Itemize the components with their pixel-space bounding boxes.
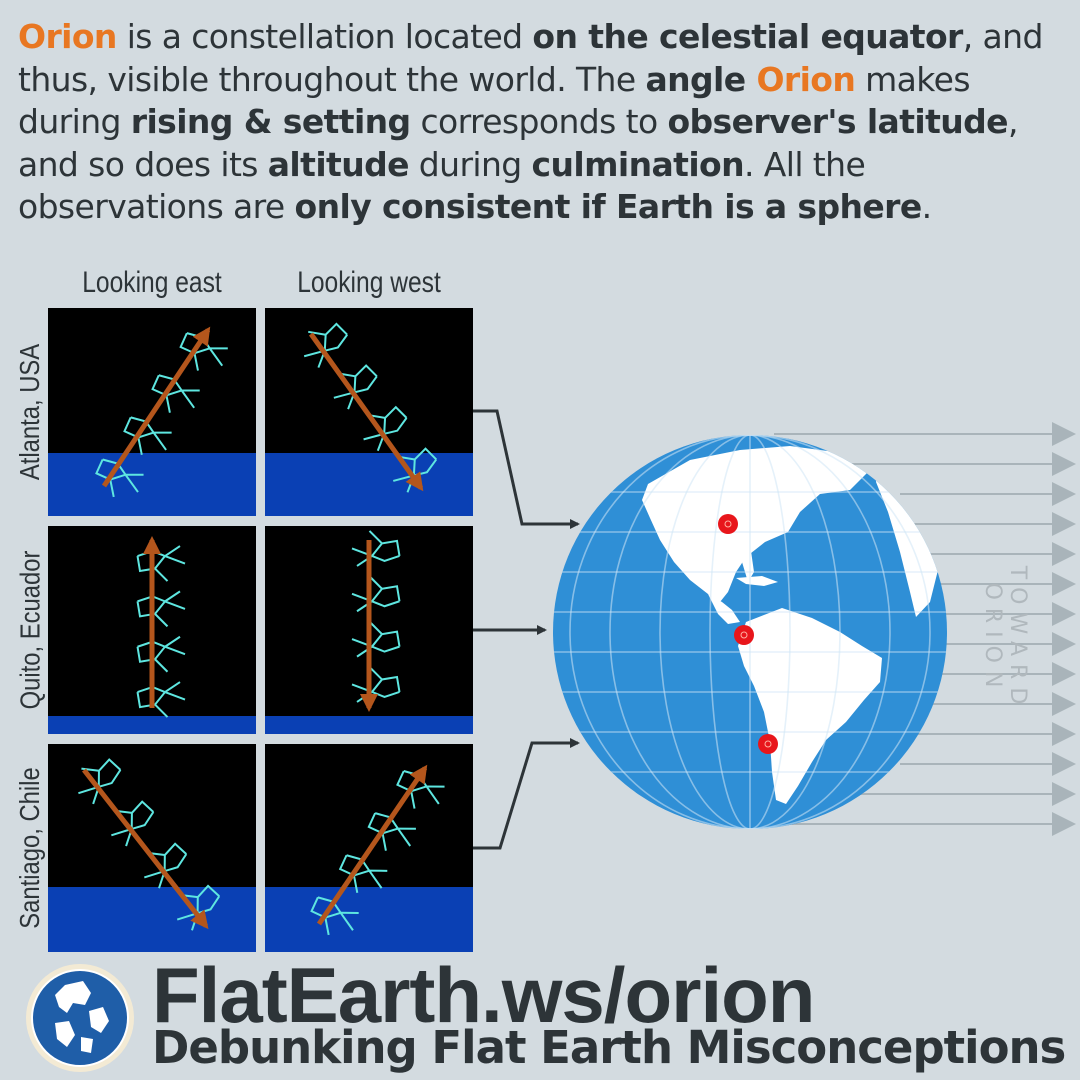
constellation-figure bbox=[310, 896, 359, 936]
brand-title: FlatEarth.ws/orion bbox=[152, 951, 815, 1039]
observer-marker-icon bbox=[718, 514, 738, 534]
column-label-east: Looking east bbox=[82, 266, 222, 299]
orion-highlight: Orion bbox=[756, 59, 856, 99]
intro-bold: altitude bbox=[267, 144, 410, 184]
horizon-ground bbox=[265, 453, 473, 516]
sky-panel-santiago-east bbox=[48, 744, 256, 952]
intro-text: during bbox=[408, 144, 532, 184]
sky-view bbox=[48, 526, 256, 734]
horizon-ground bbox=[48, 716, 256, 734]
sky-panel-atlanta-west bbox=[265, 308, 473, 516]
sky-view bbox=[265, 526, 473, 734]
intro-bold: on the celestial equator bbox=[532, 17, 963, 56]
column-label-west: Looking west bbox=[297, 266, 441, 299]
horizon-ground bbox=[265, 716, 473, 734]
intro-text: . All the observations are bbox=[18, 144, 866, 227]
toward-orion-label: TOWARD ORION bbox=[980, 565, 1030, 713]
sky-view bbox=[48, 308, 256, 516]
intro-text: makes during bbox=[18, 59, 971, 142]
sky-view bbox=[265, 744, 473, 952]
intro-bold: culmination bbox=[531, 144, 745, 184]
sky-panel-santiago-west bbox=[265, 744, 473, 952]
globe-logo-icon bbox=[26, 964, 134, 1072]
sky-view bbox=[48, 744, 256, 952]
intro-bold: angle bbox=[645, 59, 757, 99]
constellation-chain bbox=[95, 332, 228, 498]
intro-text: is a constellation located bbox=[116, 17, 533, 56]
constellation-figure bbox=[367, 812, 416, 851]
horizon-ground bbox=[48, 453, 256, 516]
constellation-figure bbox=[351, 530, 401, 567]
horizon-ground bbox=[48, 887, 256, 952]
connector-santiago bbox=[473, 738, 580, 850]
horizon-ground bbox=[265, 887, 473, 952]
brand-tagline: Debunking Flat Earth Misconceptions bbox=[152, 1021, 1066, 1074]
constellation-chain bbox=[310, 770, 445, 936]
intro-paragraph: Orion is a constellation located on the … bbox=[18, 16, 1068, 229]
sky-panel-atlanta-east bbox=[48, 308, 256, 516]
constellation-figure bbox=[151, 374, 200, 413]
intro-text: . bbox=[921, 187, 932, 226]
observer-marker-icon bbox=[734, 625, 754, 645]
constellation-figure bbox=[338, 854, 388, 893]
connector-atlanta bbox=[473, 409, 580, 529]
motion-arrow-icon bbox=[308, 332, 424, 492]
globe-svg bbox=[553, 435, 947, 829]
motion-arrow-icon bbox=[316, 764, 428, 926]
intro-text: corresponds to bbox=[410, 102, 668, 141]
motion-arrow-icon bbox=[101, 326, 211, 488]
constellation-figure bbox=[123, 416, 172, 455]
sky-view bbox=[265, 308, 473, 516]
observer-markers bbox=[718, 514, 778, 754]
sky-panel-quito-west bbox=[265, 526, 473, 734]
earth-globe bbox=[550, 432, 950, 832]
observer-marker-icon bbox=[758, 734, 778, 754]
intro-text: , and thus, visible throughout the world… bbox=[18, 17, 1043, 99]
orion-highlight: Orion bbox=[18, 17, 117, 56]
graticule bbox=[553, 435, 947, 829]
intro-text: , and so does its bbox=[18, 102, 1018, 184]
sky-panel-quito-east bbox=[48, 526, 256, 734]
motion-arrow-icon bbox=[82, 768, 209, 930]
intro-bold: rising & setting bbox=[130, 102, 411, 141]
intro-bold: only consistent if Earth is a sphere bbox=[294, 187, 923, 226]
constellation-figure bbox=[95, 458, 144, 498]
intro-bold: observer's latitude bbox=[667, 102, 1008, 141]
